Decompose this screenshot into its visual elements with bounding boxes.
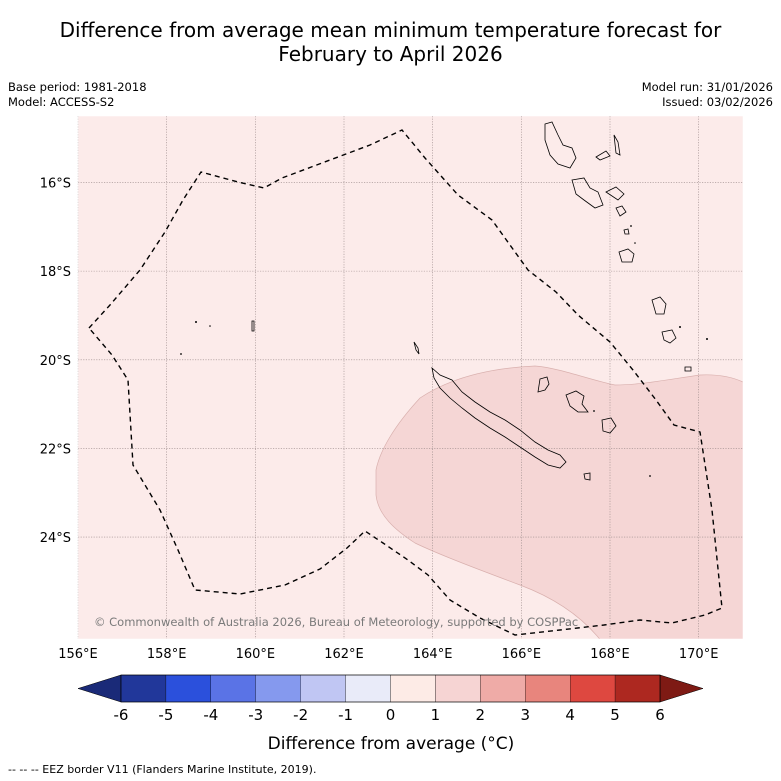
x-tick-label: 170°E	[679, 647, 719, 662]
chesterfield-islet	[251, 320, 255, 332]
small-islands-dots	[180, 225, 708, 477]
map-frame	[77, 115, 744, 640]
colorbar-ticks: -6 -5 -4 -3 -2 -1 0 1 2 3 4 5 6	[114, 706, 665, 724]
x-axis-ticks: 156°E 158°E 160°E 162°E 164°E 166°E 168°E 170°E	[58, 647, 718, 662]
y-axis-ticks: 16°S 18°S 20°S 22°S 24°S	[40, 176, 71, 546]
erromango-island	[618, 248, 635, 263]
colorbar-tick-label: -5	[158, 706, 173, 724]
small-islet-a	[684, 366, 692, 372]
loyalty-islands-ouvea	[537, 376, 550, 393]
islet-dot	[180, 353, 182, 355]
loyalty-islands-mare	[601, 417, 617, 434]
colorbar-bin	[570, 674, 616, 703]
x-tick-label: 166°E	[502, 647, 542, 662]
colorbar-bin	[480, 674, 526, 703]
title-line-2: February to April 2026	[278, 42, 503, 66]
x-tick-label: 158°E	[147, 647, 187, 662]
colorbar-tick-label: 4	[565, 706, 575, 724]
belep-islet	[413, 341, 420, 355]
gridlines	[77, 116, 743, 639]
colorbar-bin	[210, 674, 256, 703]
chart-title: Difference from average mean minimum tem…	[0, 18, 781, 66]
tanna-island	[623, 228, 630, 235]
islet-dot	[679, 326, 681, 328]
x-tick-label: 160°E	[236, 647, 276, 662]
issued-date: Issued: 03/02/2026	[662, 95, 773, 109]
colorbar-bin	[120, 674, 167, 703]
base-period: Base period: 1981-2018	[8, 80, 147, 94]
colorbar-tick-label: -4	[203, 706, 218, 724]
x-tick-label: 156°E	[58, 647, 98, 662]
vanuatu-small-islet	[661, 329, 677, 344]
espiritu-santo	[544, 121, 577, 169]
title-line-1: Difference from average mean minimum tem…	[59, 18, 722, 42]
islet-dot	[209, 325, 211, 327]
y-tick-label: 18°S	[40, 265, 71, 280]
colorbar-under-arrow	[77, 674, 122, 703]
islet-dot	[649, 475, 651, 477]
y-tick-label: 16°S	[40, 176, 71, 191]
colorbar-bin	[525, 674, 571, 703]
eez-border	[88, 129, 723, 636]
islet-dot	[593, 410, 595, 412]
malakula-island	[571, 177, 604, 209]
colorbar-bin	[435, 674, 481, 703]
pentecost-island	[605, 186, 625, 201]
colorbar-tick-label: -1	[338, 706, 353, 724]
colorbar-tick-label: -2	[293, 706, 308, 724]
colorbar-bin	[614, 674, 661, 703]
warm-anomaly-region	[375, 365, 743, 639]
islet-dot	[706, 338, 708, 340]
y-tick-label: 22°S	[40, 442, 71, 457]
loyalty-islands-lifou	[565, 390, 589, 413]
maewo-island	[613, 134, 621, 156]
colorbar-frame	[120, 674, 661, 703]
colorbar	[77, 674, 704, 703]
colorbar-bin	[300, 674, 346, 703]
colorbar-bin	[255, 674, 301, 703]
x-tick-label: 168°E	[590, 647, 630, 662]
colorbar-bin	[390, 674, 436, 703]
ambae-island	[595, 150, 611, 161]
x-tick-label: 164°E	[413, 647, 453, 662]
colorbar-tick-label: 0	[386, 706, 396, 724]
islet-dot	[195, 321, 197, 323]
colorbar-tick-label: 1	[431, 706, 441, 724]
y-tick-label: 24°S	[40, 531, 71, 546]
new-caledonia-coast	[431, 366, 567, 469]
model-name: Model: ACCESS-S2	[8, 95, 115, 109]
islet-dot	[634, 242, 636, 244]
colorbar-tick-label: -6	[114, 706, 129, 724]
meta-right: Model run: 31/01/2026 Issued: 03/02/2026	[642, 80, 773, 110]
ile-des-pins	[583, 472, 591, 481]
y-tick-label: 20°S	[40, 354, 71, 369]
footnote: -- -- -- EEZ border V11 (Flanders Marine…	[8, 763, 317, 776]
colorbar-tick-label: 5	[610, 706, 620, 724]
islet-dot	[630, 225, 632, 227]
coastlines	[251, 121, 692, 481]
model-run: Model run: 31/01/2026	[641, 80, 773, 94]
colorbar-tick-label: 6	[655, 706, 665, 724]
meta-left: Base period: 1981-2018 Model: ACCESS-S2	[8, 80, 147, 110]
vanuatu-south-islet	[651, 296, 667, 315]
copyright-text: © Commonwealth of Australia 2026, Bureau…	[94, 615, 578, 629]
colorbar-bin	[345, 674, 391, 703]
colorbar-over-arrow	[659, 674, 704, 703]
x-tick-label: 162°E	[324, 647, 364, 662]
colorbar-tick-label: 3	[520, 706, 530, 724]
colorbar-bin	[165, 674, 211, 703]
colorbar-tick-label: -3	[248, 706, 263, 724]
colorbar-tick-label: 2	[476, 706, 486, 724]
efate-island	[615, 205, 627, 217]
colorbar-label: Difference from average (°C)	[268, 734, 515, 754]
